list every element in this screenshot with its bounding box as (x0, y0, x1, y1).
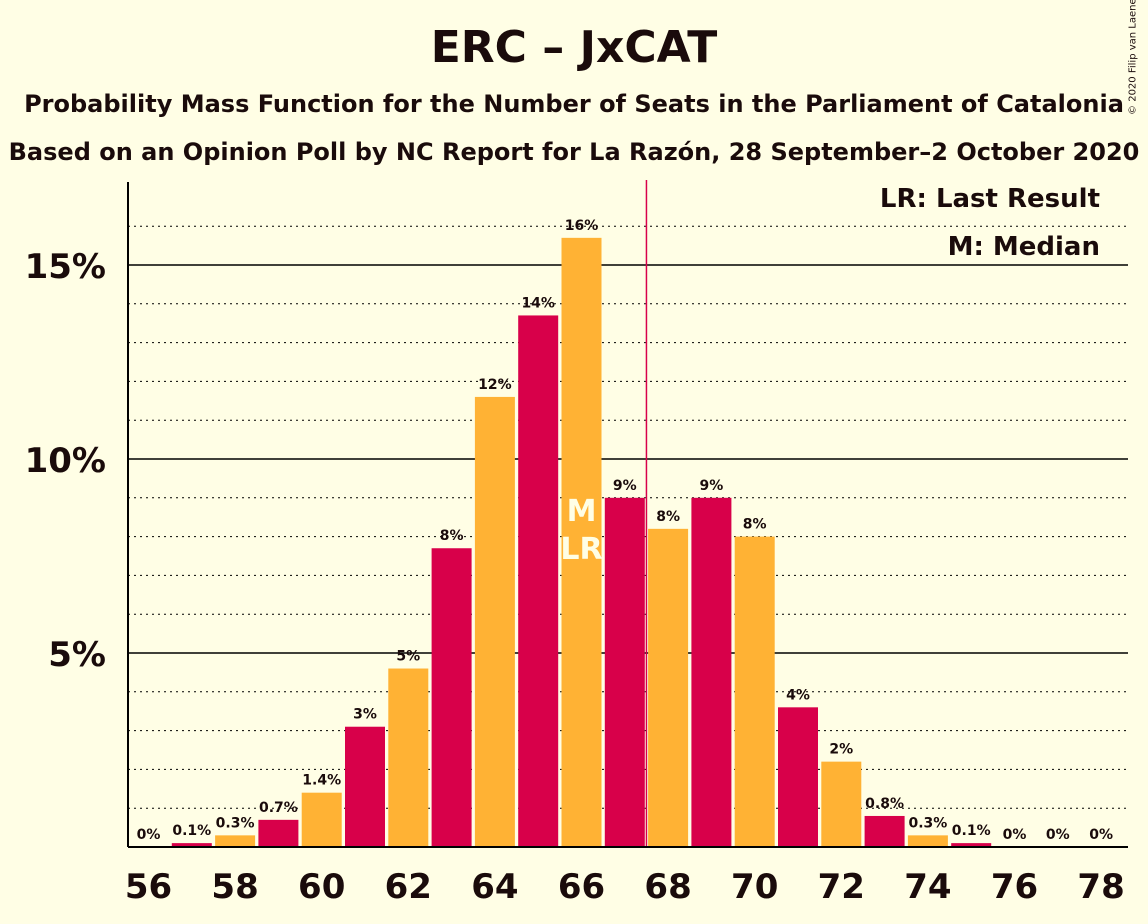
x-tick-label: 68 (644, 867, 691, 907)
bar (345, 726, 385, 847)
bar-value-label: 8% (656, 509, 680, 525)
bar (864, 815, 905, 847)
x-tick-label: 64 (471, 867, 518, 907)
bar (951, 843, 992, 847)
bar-value-label: 14% (521, 295, 555, 311)
x-tick-label: 76 (991, 867, 1038, 907)
x-tick-label: 56 (125, 867, 172, 907)
bar (734, 536, 775, 847)
chart-subtitle: Probability Mass Function for the Number… (24, 90, 1124, 118)
bar-value-label: 16% (565, 218, 599, 234)
bar (907, 835, 948, 847)
bar-value-label: 2% (829, 742, 853, 758)
bar-value-label: 4% (786, 687, 810, 703)
bar-value-label: 5% (396, 649, 420, 665)
bar-value-label: 9% (700, 478, 724, 494)
bar (648, 528, 689, 847)
bar-value-label: 0.1% (172, 823, 211, 839)
x-tick-label: 58 (211, 867, 258, 907)
last-result-marker: LR (560, 532, 602, 567)
bar (691, 497, 732, 847)
bar (215, 835, 256, 847)
bar-value-label: 9% (613, 478, 637, 494)
bar (778, 707, 818, 847)
bar (518, 315, 559, 847)
x-tick-label: 74 (904, 867, 951, 907)
bar (604, 497, 645, 847)
bar-value-label: 0.1% (952, 823, 991, 839)
bar (258, 819, 299, 847)
y-tick-label: 5% (48, 635, 106, 675)
bar-value-label: 0.8% (865, 796, 904, 812)
bar-value-label: 0% (1003, 827, 1027, 843)
x-tick-label: 66 (558, 867, 605, 907)
bar-value-label: 0.7% (259, 800, 298, 816)
legend-median: M: Median (947, 232, 1100, 262)
bar-value-label: 8% (440, 528, 464, 544)
chart-source-subtitle: Based on an Opinion Poll by NC Report fo… (8, 138, 1140, 166)
x-tick-label: 70 (731, 867, 778, 907)
chart-title: ERC – JxCAT (430, 22, 718, 73)
x-tick-label: 72 (818, 867, 865, 907)
bar (171, 843, 212, 847)
bar (301, 792, 342, 847)
bar-value-label: 0% (137, 827, 161, 843)
bar (388, 668, 429, 847)
x-tick-label: 78 (1077, 867, 1124, 907)
x-tick-label: 62 (385, 867, 432, 907)
bar (431, 548, 472, 847)
bar-value-label: 0.3% (908, 815, 947, 831)
bar-value-label: 12% (478, 377, 512, 393)
legend-last-result: LR: Last Result (879, 184, 1100, 214)
bar (821, 761, 862, 847)
y-tick-label: 15% (25, 247, 106, 287)
bar-value-label: 0% (1046, 827, 1070, 843)
bar-value-label: 1.4% (302, 773, 341, 789)
bar-value-label: 0% (1089, 827, 1113, 843)
bar-value-label: 0.3% (216, 815, 255, 831)
bar (474, 396, 515, 847)
y-tick-label: 10% (25, 441, 106, 481)
bar (561, 237, 602, 848)
bar-value-label: 8% (743, 517, 767, 533)
x-tick-label: 60 (298, 867, 345, 907)
median-marker: M (567, 494, 597, 529)
bar-value-label: 3% (353, 707, 377, 723)
